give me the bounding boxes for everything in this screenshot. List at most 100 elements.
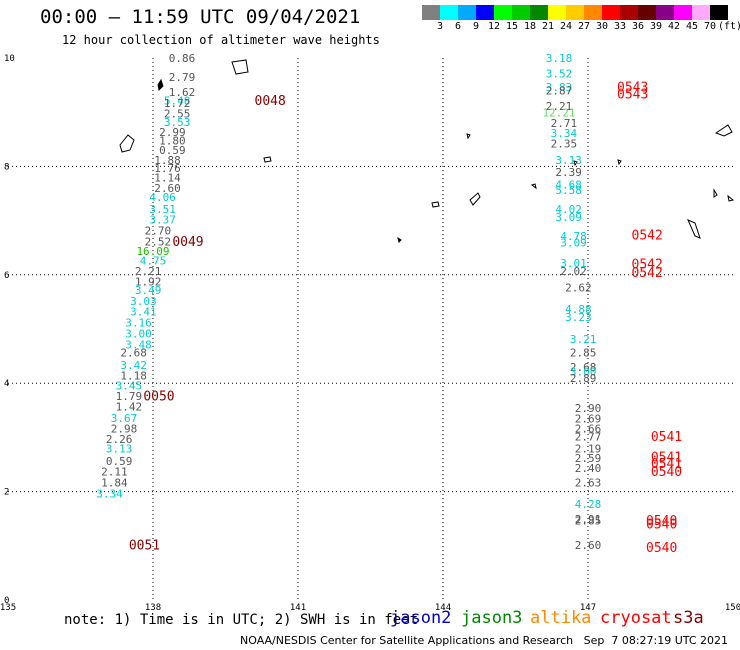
wave-height-label: 4.78: [560, 230, 587, 243]
wave-height-label: 0.59: [159, 144, 186, 157]
pass-number-label: 0051: [129, 538, 160, 553]
wave-height-label: 2.98: [111, 422, 138, 435]
wave-height-label: 2.60: [154, 182, 181, 195]
island-outline: [469, 192, 481, 206]
wave-height-label: 4.02: [555, 203, 582, 216]
wave-height-label: 2.26: [106, 433, 133, 446]
wave-height-label: 2.89: [570, 372, 597, 385]
wave-height-label: 2.90: [575, 402, 602, 415]
wave-height-label: 3.83: [546, 81, 573, 94]
wave-height-label: 3.03: [130, 295, 157, 308]
island-outline: [714, 124, 733, 137]
lat-lon-grid: [8, 58, 733, 600]
note-text: note: 1) Time is in UTC; 2) SWH is in fe…: [64, 612, 419, 628]
wave-height-label: 5.48: [164, 94, 191, 107]
legend-swatch: [692, 5, 710, 20]
land-outlines: [119, 59, 735, 243]
pass-number-label: 0540: [651, 465, 682, 480]
legend-tick-label: 30: [595, 21, 609, 32]
wave-height-label: 4.06: [149, 191, 176, 204]
wave-height-label: 3.13: [106, 442, 133, 455]
footer-credit: NOAA/NESDIS Center for Satellite Applica…: [240, 634, 729, 647]
x-tick-label: 141: [290, 603, 306, 613]
wave-height-label: 2.69: [575, 413, 602, 426]
legend-tick-label: 3: [436, 21, 444, 32]
wave-height-label: 3.42: [120, 359, 147, 372]
island-outline: [573, 160, 578, 167]
wave-height-label: 2.71: [551, 117, 578, 130]
wave-height-label: 2.11: [101, 466, 128, 479]
pass-number-label: 0050: [143, 389, 174, 404]
island-outline: [727, 194, 735, 202]
legend-tick-label: 42: [667, 21, 681, 32]
legend-swatch: [476, 5, 494, 20]
legend-swatch: [602, 5, 620, 20]
wave-height-label: 3.34: [96, 487, 123, 500]
pass-number-label: 0541: [651, 430, 682, 445]
map-subtitle: 12 hour collection of altimeter wave hei…: [62, 33, 380, 47]
wave-height-label: 1.14: [154, 171, 181, 184]
legend-tick-label: 39: [649, 21, 663, 32]
wave-height-label: 3.34: [551, 127, 578, 140]
wave-height-label: 2.35: [551, 138, 578, 151]
legend-swatch: [440, 5, 458, 20]
x-tick-label: 144: [435, 603, 451, 613]
wave-height-label: 1.76: [154, 162, 181, 175]
wave-height-label: 2.02: [560, 265, 587, 278]
legend-swatch: [584, 5, 602, 20]
island-outline: [466, 133, 471, 140]
wave-height-label: 3.18: [546, 52, 573, 65]
island-outline: [231, 59, 249, 75]
island-outline: [157, 78, 164, 92]
legend-swatch: [674, 5, 692, 20]
x-tick-label: 150: [725, 603, 740, 613]
wave-height-label: 2.60: [575, 539, 602, 552]
wave-height-label: 1.42: [116, 401, 143, 414]
y-tick-label: 0: [4, 596, 9, 606]
color-legend-bar: [422, 5, 728, 20]
legend-tick-label: (ft): [717, 21, 740, 32]
wave-height-label: 3.52: [546, 67, 573, 80]
wave-height-label: 2.21: [546, 100, 573, 113]
legend-tick-label: 15: [505, 21, 519, 32]
legend-tick-label: 12: [487, 21, 501, 32]
legend-tick-label: 18: [523, 21, 537, 32]
wave-height-label: 2.66: [575, 422, 602, 435]
wave-height-label: 2.55: [164, 107, 191, 120]
wave-height-label: 2.77: [575, 430, 602, 443]
y-tick-label: 2: [4, 488, 9, 498]
legend-tick-label: 6: [454, 21, 462, 32]
wave-height-label: 1.80: [159, 134, 186, 147]
pass-number-label: 0542: [632, 266, 663, 281]
pass-number-label: 0049: [172, 235, 203, 250]
legend-tick-label: 24: [559, 21, 573, 32]
wave-height-label: 1.84: [101, 476, 128, 489]
legend-swatch: [620, 5, 638, 20]
y-tick-label: 6: [4, 271, 9, 281]
wave-height-label: 5.58: [555, 184, 582, 197]
x-tick-label: 147: [580, 603, 596, 613]
wave-height-label: 2.19: [575, 442, 602, 455]
wave-height-label: 2.79: [169, 71, 196, 84]
wave-height-label: 3.23: [565, 311, 592, 324]
legend-tick-label: 27: [577, 21, 591, 32]
axis-tick-labels: 135 138 141 144 147 150 10 8 6 4 2 0: [0, 54, 740, 613]
wave-height-label: 0.86: [169, 52, 196, 65]
wave-height-label: 16.09: [136, 245, 169, 258]
pass-number-label: 0543: [617, 87, 648, 102]
wave-height-label: 3.00: [570, 365, 597, 378]
pass-number-label: 0541: [651, 450, 682, 465]
island-outline: [617, 159, 622, 166]
altimeter-tracks: 0.862.791.625.481.722.553.532.991.800.59…: [96, 52, 601, 552]
wave-height-label: 2.68: [120, 346, 147, 359]
island-outline: [530, 183, 537, 190]
wave-height-label: 4.68: [555, 178, 582, 191]
x-tick-label: 135: [0, 603, 16, 613]
wave-height-label: 2.40: [575, 462, 602, 475]
wave-height-label: 2.91: [575, 513, 602, 526]
wave-height-label: 3.37: [149, 214, 176, 227]
pass-labels: 0048004900500051054305430542054205420541…: [129, 80, 682, 556]
color-legend-ticks: 3 6 9 12 15 18 21 24 27 30 33 36 39 42 45 70 (ft): [422, 21, 740, 33]
wave-height-label: 2.21: [135, 265, 162, 278]
